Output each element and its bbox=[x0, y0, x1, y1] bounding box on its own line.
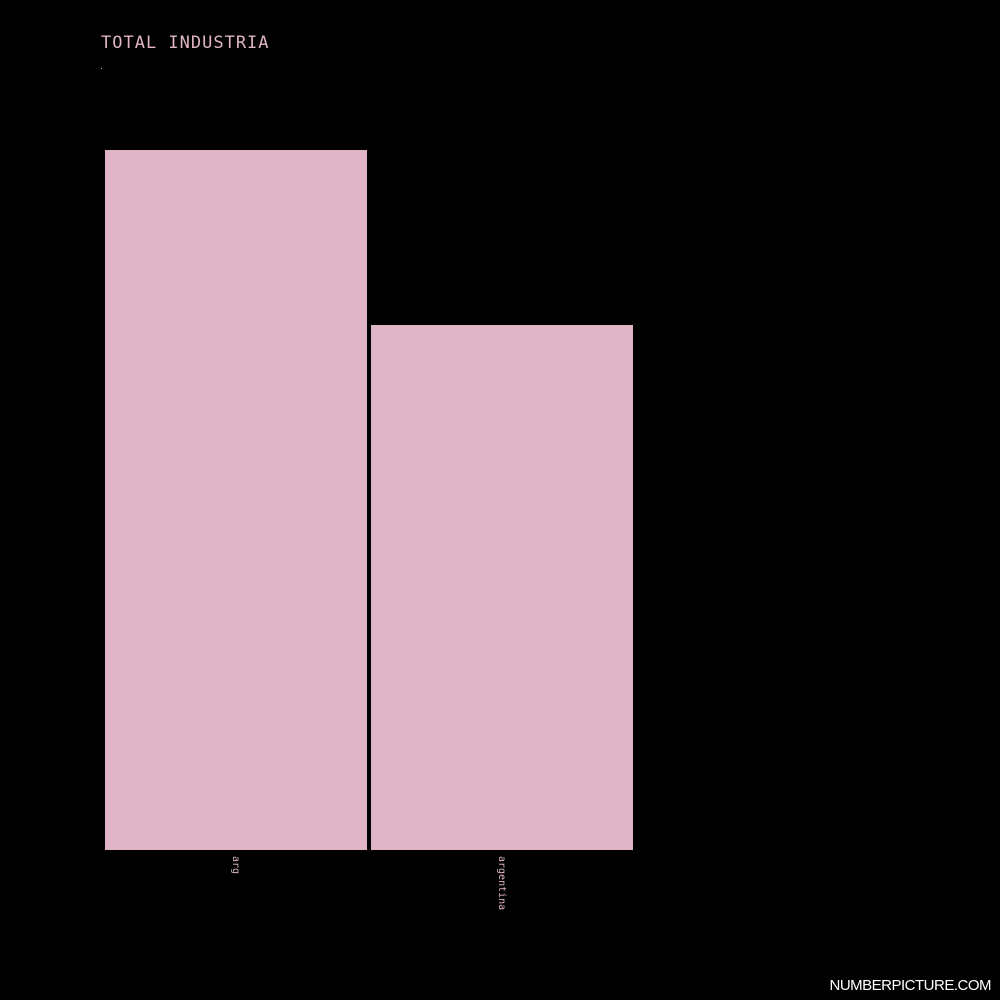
chart-title: TOTAL INDUSTRIA bbox=[101, 33, 270, 53]
watermark: NUMBERPICTURE.COM bbox=[829, 977, 991, 994]
x-tick-label-argentina: argentina bbox=[496, 856, 507, 910]
chart-subtitle-dot bbox=[101, 68, 102, 69]
bar-argentina bbox=[371, 325, 633, 850]
bar-arg bbox=[105, 150, 367, 850]
x-tick-label-arg: arg bbox=[230, 856, 241, 874]
